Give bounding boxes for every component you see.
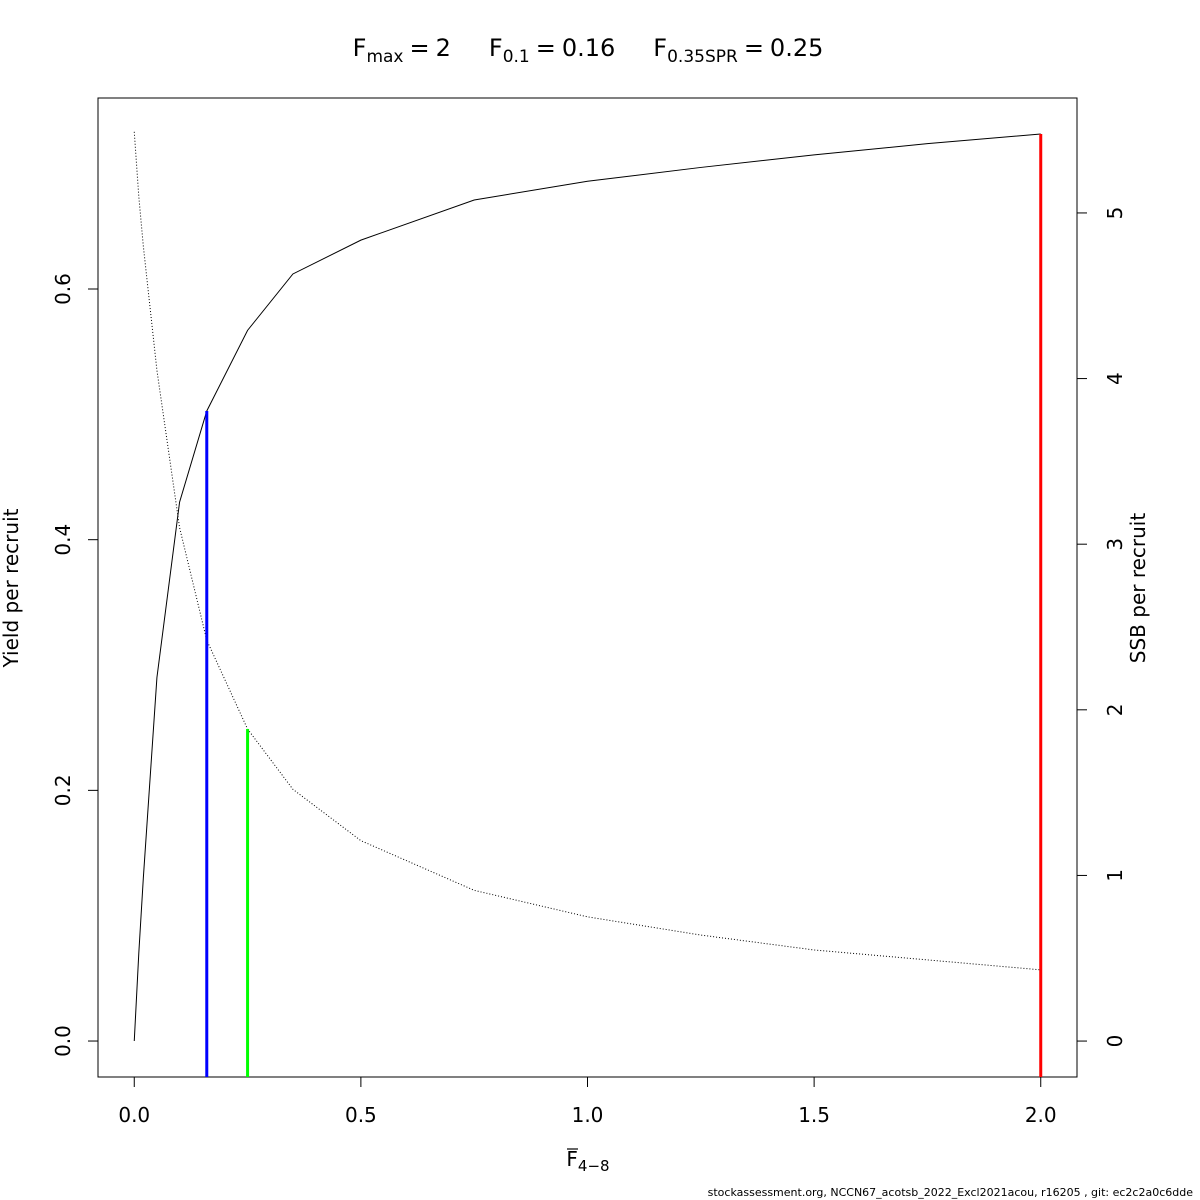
y2-tick-label: 2: [1103, 703, 1127, 716]
x-tick-label: 0.0: [118, 1103, 150, 1127]
title-value: 0.25: [770, 34, 823, 62]
title-operator: =: [409, 34, 429, 62]
title-subscript: 0.35SPR: [667, 47, 738, 67]
title-symbol: F: [489, 34, 503, 62]
title-operator: =: [536, 34, 556, 62]
y-tick-label: 0.6: [51, 273, 75, 305]
title-subscript: 0.1: [503, 47, 530, 67]
chart-title: Fmax = 2 F0.1 = 0.16 F0.35SPR = 0.25: [353, 34, 824, 67]
title-value: 2: [436, 34, 451, 62]
x-tick-label: 0.5: [345, 1103, 377, 1127]
x-tick-label: 1.5: [798, 1103, 830, 1127]
footer: stockassessment.org, NCCN67_acotsb_2022_…: [708, 1186, 1194, 1199]
title-operator: =: [744, 34, 764, 62]
x-label-symbol: F: [566, 1147, 578, 1171]
y-tick-label: 0.4: [51, 524, 75, 556]
x-axis-label: F4−8: [566, 1147, 609, 1175]
y2-tick-label: 1: [1103, 869, 1127, 882]
series-line: [133, 131, 1041, 971]
plot-frame: [97, 97, 1078, 1078]
y-tick-label: 0.0: [51, 1025, 75, 1057]
series-line: [133, 133, 1041, 1042]
x-tick-label: 1.0: [572, 1103, 604, 1127]
title-subscript: max: [366, 47, 403, 67]
y-tick-label: 0.2: [51, 774, 75, 806]
y-axis-label: Yield per recruit: [0, 508, 23, 668]
y2-tick-label: 4: [1103, 372, 1127, 385]
title-symbol: F: [353, 34, 367, 62]
y2-axis-label: SSB per recruit: [1126, 513, 1150, 664]
x-label-subscript: 4−8: [578, 1157, 610, 1175]
x-tick-label: 2.0: [1025, 1103, 1057, 1127]
title-symbol: F: [653, 34, 667, 62]
title-value: 0.16: [562, 34, 615, 62]
y2-tick-label: 0: [1103, 1035, 1127, 1048]
y2-tick-label: 5: [1103, 207, 1127, 220]
y2-tick-label: 3: [1103, 538, 1127, 551]
